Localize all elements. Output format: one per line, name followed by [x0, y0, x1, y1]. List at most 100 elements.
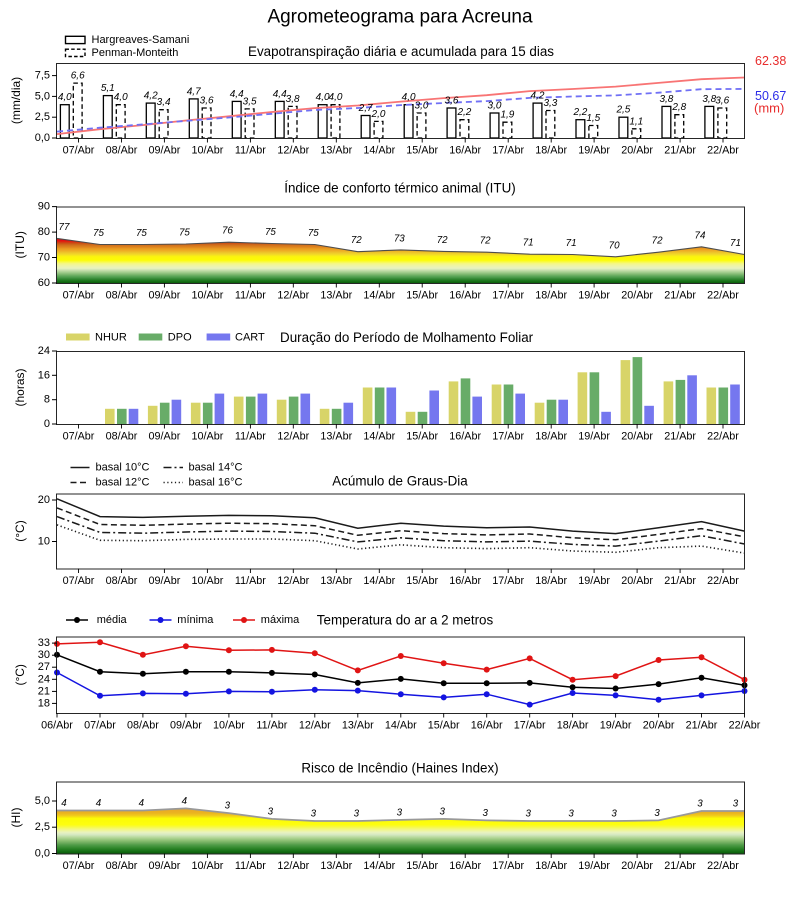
svg-text:72: 72: [480, 236, 491, 247]
svg-text:0: 0: [44, 418, 50, 430]
svg-text:11/Abr: 11/Abr: [235, 575, 266, 587]
svg-text:4,2: 4,2: [531, 91, 545, 102]
svg-text:4: 4: [182, 796, 188, 807]
svg-text:09/Abr: 09/Abr: [148, 860, 180, 872]
svg-text:11/Abr: 11/Abr: [235, 290, 266, 302]
svg-text:70: 70: [609, 240, 620, 251]
svg-text:4: 4: [139, 798, 145, 809]
svg-text:4,2: 4,2: [144, 91, 158, 102]
svg-text:60: 60: [38, 277, 50, 289]
svg-text:75: 75: [265, 227, 276, 238]
svg-text:13/Abr: 13/Abr: [320, 290, 352, 302]
svg-text:3: 3: [397, 807, 403, 818]
svg-text:17/Abr: 17/Abr: [492, 145, 524, 157]
svg-text:08/Abr: 08/Abr: [106, 145, 138, 157]
svg-text:3: 3: [525, 809, 531, 820]
svg-text:3: 3: [697, 799, 703, 810]
svg-text:basal 10°C: basal 10°C: [96, 462, 150, 474]
svg-text:CART: CART: [235, 331, 265, 343]
svg-text:2,5: 2,5: [615, 105, 630, 116]
svg-text:12/Abr: 12/Abr: [277, 290, 309, 302]
svg-text:Evapotranspiração diária e acu: Evapotranspiração diária e acumulada par…: [248, 44, 554, 59]
svg-text:08/Abr: 08/Abr: [106, 290, 138, 302]
svg-text:3,6: 3,6: [200, 96, 214, 107]
svg-text:14/Abr: 14/Abr: [363, 431, 395, 443]
svg-text:20/Abr: 20/Abr: [621, 575, 653, 587]
svg-text:21/Abr: 21/Abr: [664, 860, 696, 872]
svg-text:4,4: 4,4: [273, 89, 287, 100]
svg-text:3: 3: [354, 809, 360, 820]
svg-text:07/Abr: 07/Abr: [63, 145, 95, 157]
svg-text:3,5: 3,5: [243, 96, 257, 107]
svg-text:16/Abr: 16/Abr: [449, 860, 481, 872]
svg-text:19/Abr: 19/Abr: [578, 290, 610, 302]
svg-text:09/Abr: 09/Abr: [148, 145, 180, 157]
svg-text:10/Abr: 10/Abr: [191, 290, 223, 302]
svg-text:Temperatura do ar a 2 metros: Temperatura do ar a 2 metros: [317, 613, 494, 628]
svg-text:27: 27: [38, 661, 50, 673]
svg-text:72: 72: [652, 236, 663, 247]
svg-text:21: 21: [38, 685, 50, 697]
svg-text:15/Abr: 15/Abr: [428, 720, 460, 732]
svg-text:21/Abr: 21/Abr: [664, 431, 696, 443]
svg-text:1,5: 1,5: [586, 113, 600, 124]
svg-text:Índice de conforto térmico ani: Índice de conforto térmico animal (ITU): [284, 181, 515, 196]
svg-text:(mm/dia): (mm/dia): [9, 77, 23, 124]
svg-text:3: 3: [568, 809, 574, 820]
svg-text:17/Abr: 17/Abr: [514, 720, 546, 732]
svg-text:10/Abr: 10/Abr: [191, 575, 223, 587]
svg-text:DPO: DPO: [168, 331, 192, 343]
svg-text:3,0: 3,0: [488, 101, 502, 112]
svg-text:20/Abr: 20/Abr: [621, 145, 653, 157]
svg-text:19/Abr: 19/Abr: [578, 860, 610, 872]
svg-text:4,4: 4,4: [230, 89, 244, 100]
svg-text:19/Abr: 19/Abr: [600, 720, 632, 732]
svg-text:22/Abr: 22/Abr: [707, 145, 739, 157]
svg-text:16/Abr: 16/Abr: [449, 575, 481, 587]
svg-text:5,0: 5,0: [35, 795, 50, 807]
svg-text:3: 3: [225, 801, 231, 812]
svg-text:12/Abr: 12/Abr: [277, 860, 309, 872]
svg-text:10/Abr: 10/Abr: [191, 431, 223, 443]
svg-text:Risco de Incêndio (Haines Inde: Risco de Incêndio (Haines Index): [301, 761, 498, 776]
svg-text:4,0: 4,0: [316, 92, 330, 103]
svg-text:13/Abr: 13/Abr: [342, 720, 374, 732]
svg-text:12/Abr: 12/Abr: [277, 575, 309, 587]
svg-text:basal 16°C: basal 16°C: [189, 477, 243, 489]
svg-text:3,8: 3,8: [659, 94, 673, 105]
svg-text:07/Abr: 07/Abr: [84, 720, 116, 732]
svg-text:13/Abr: 13/Abr: [320, 145, 352, 157]
svg-text:14/Abr: 14/Abr: [363, 860, 395, 872]
svg-text:basal 14°C: basal 14°C: [189, 462, 243, 474]
svg-text:90: 90: [38, 201, 50, 213]
svg-text:50.67: 50.67: [755, 89, 786, 103]
svg-text:20/Abr: 20/Abr: [621, 290, 653, 302]
svg-text:15/Abr: 15/Abr: [406, 575, 438, 587]
svg-text:33: 33: [38, 637, 50, 649]
svg-text:72: 72: [351, 235, 362, 246]
svg-text:3: 3: [654, 808, 660, 819]
svg-text:22/Abr: 22/Abr: [707, 290, 739, 302]
svg-text:3: 3: [311, 809, 317, 820]
svg-text:11/Abr: 11/Abr: [235, 145, 266, 157]
svg-text:73: 73: [394, 233, 405, 244]
svg-text:08/Abr: 08/Abr: [106, 431, 138, 443]
svg-text:20/Abr: 20/Abr: [621, 431, 653, 443]
svg-text:71: 71: [523, 238, 534, 249]
svg-text:18/Abr: 18/Abr: [557, 720, 589, 732]
svg-text:4,0: 4,0: [58, 92, 72, 103]
svg-text:22/Abr: 22/Abr: [707, 431, 739, 443]
svg-text:22/Abr: 22/Abr: [707, 575, 739, 587]
svg-text:15/Abr: 15/Abr: [406, 431, 438, 443]
svg-text:15/Abr: 15/Abr: [406, 860, 438, 872]
svg-text:09/Abr: 09/Abr: [148, 290, 180, 302]
svg-text:09/Abr: 09/Abr: [148, 575, 180, 587]
svg-text:20/Abr: 20/Abr: [643, 720, 675, 732]
svg-text:07/Abr: 07/Abr: [63, 575, 95, 587]
svg-text:(HI): (HI): [9, 808, 23, 828]
svg-text:10/Abr: 10/Abr: [191, 860, 223, 872]
svg-text:(mm): (mm): [754, 101, 784, 116]
svg-text:1,9: 1,9: [500, 110, 514, 121]
svg-text:75: 75: [308, 228, 319, 239]
svg-text:12/Abr: 12/Abr: [277, 431, 309, 443]
